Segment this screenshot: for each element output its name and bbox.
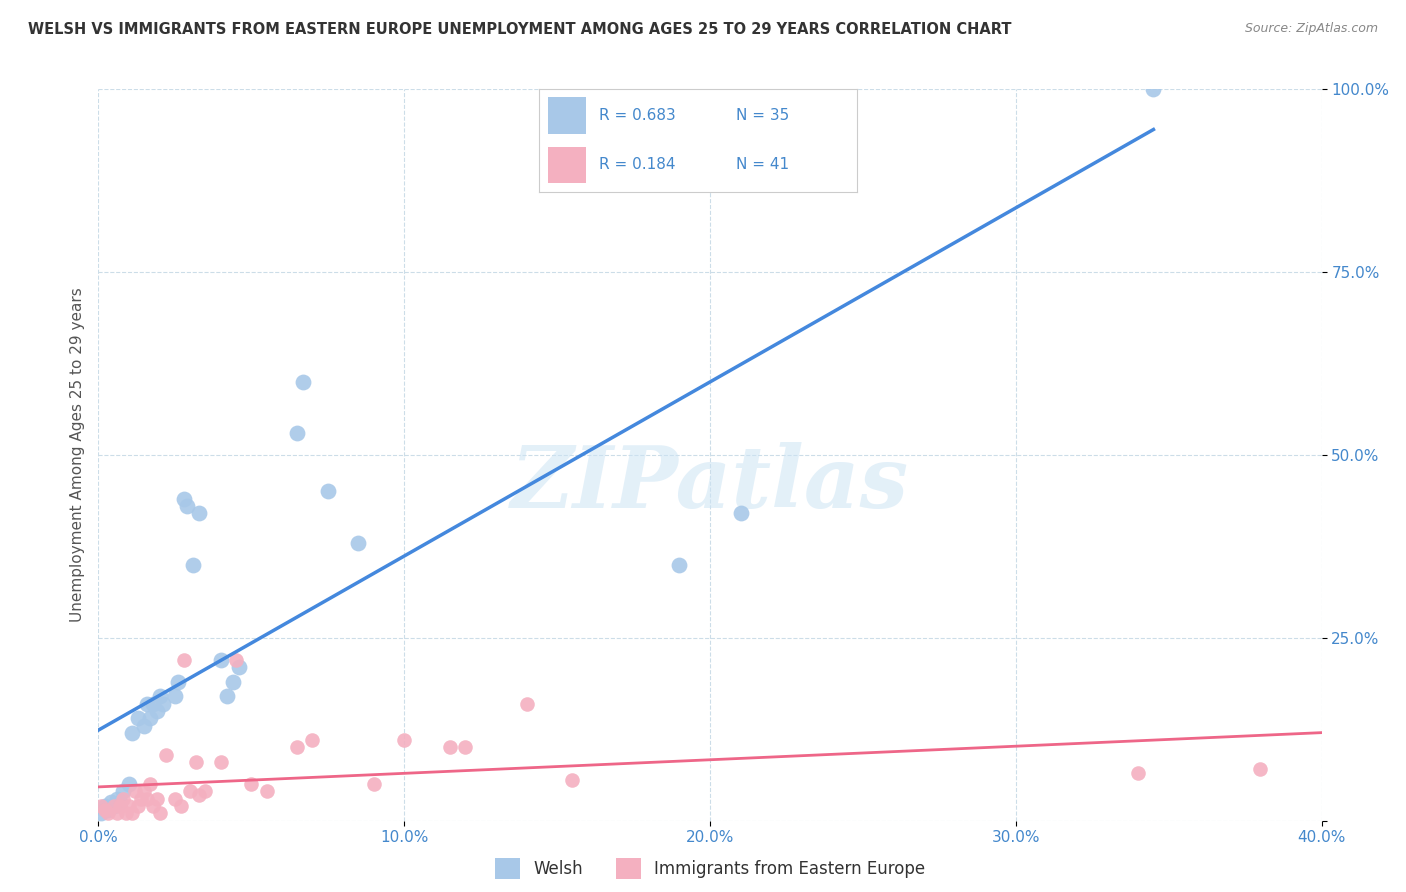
Point — [285, 425, 308, 440]
Point — [90, 806, 112, 821]
Point — [170, 799, 193, 814]
Point — [285, 740, 308, 755]
Point — [173, 491, 195, 506]
Point — [124, 784, 146, 798]
Point — [145, 791, 167, 805]
Point — [256, 784, 278, 798]
Point — [179, 784, 201, 798]
Point — [103, 799, 125, 814]
Point — [139, 711, 162, 725]
Point — [181, 558, 204, 572]
Point — [316, 484, 339, 499]
Point — [225, 653, 247, 667]
Point — [215, 690, 238, 704]
Point — [163, 791, 186, 805]
Point — [127, 711, 149, 725]
Point — [105, 791, 128, 805]
Point — [100, 796, 122, 810]
Point — [134, 718, 156, 732]
Point — [97, 806, 120, 821]
Point — [129, 791, 152, 805]
Point — [1142, 82, 1164, 96]
Point — [292, 375, 315, 389]
Point — [134, 784, 156, 798]
Text: WELSH VS IMMIGRANTS FROM EASTERN EUROPE UNEMPLOYMENT AMONG AGES 25 TO 29 YEARS C: WELSH VS IMMIGRANTS FROM EASTERN EUROPE … — [28, 22, 1012, 37]
Point — [121, 726, 143, 740]
Point — [167, 674, 190, 689]
Point — [188, 788, 211, 802]
Point — [145, 704, 167, 718]
Point — [392, 733, 416, 747]
Point — [105, 806, 128, 821]
Point — [186, 755, 208, 769]
Point — [222, 674, 245, 689]
Point — [149, 690, 172, 704]
Point — [127, 799, 149, 814]
Text: Source: ZipAtlas.com: Source: ZipAtlas.com — [1244, 22, 1378, 36]
Point — [668, 558, 690, 572]
Point — [155, 747, 177, 762]
Point — [111, 784, 134, 798]
Point — [149, 806, 172, 821]
Point — [121, 806, 143, 821]
Point — [173, 653, 195, 667]
Point — [108, 799, 131, 814]
Legend: Welsh, Immigrants from Eastern Europe: Welsh, Immigrants from Eastern Europe — [488, 852, 932, 886]
Point — [115, 806, 138, 821]
Point — [454, 740, 477, 755]
Point — [90, 799, 112, 814]
Text: ZIPatlas: ZIPatlas — [510, 442, 910, 526]
Y-axis label: Unemployment Among Ages 25 to 29 years: Unemployment Among Ages 25 to 29 years — [69, 287, 84, 623]
Point — [439, 740, 461, 755]
Point — [111, 791, 134, 805]
Point — [97, 803, 120, 817]
Point — [142, 697, 165, 711]
Point — [730, 507, 752, 521]
Point — [561, 773, 583, 788]
Point — [152, 697, 174, 711]
Point — [103, 799, 125, 814]
Point — [1249, 763, 1271, 777]
Point — [301, 733, 323, 747]
Point — [188, 507, 211, 521]
Point — [118, 777, 141, 791]
Point — [118, 799, 141, 814]
Point — [136, 697, 159, 711]
Point — [176, 499, 198, 513]
Point — [93, 799, 115, 814]
Point — [142, 799, 165, 814]
Point — [363, 777, 385, 791]
Point — [209, 653, 232, 667]
Point — [163, 690, 186, 704]
Point — [93, 803, 115, 817]
Point — [228, 660, 250, 674]
Point — [136, 791, 159, 805]
Point — [516, 697, 538, 711]
Point — [209, 755, 232, 769]
Point — [347, 535, 370, 549]
Point — [194, 784, 217, 798]
Point — [108, 796, 131, 810]
Point — [139, 777, 162, 791]
Point — [240, 777, 263, 791]
Point — [1128, 766, 1150, 780]
